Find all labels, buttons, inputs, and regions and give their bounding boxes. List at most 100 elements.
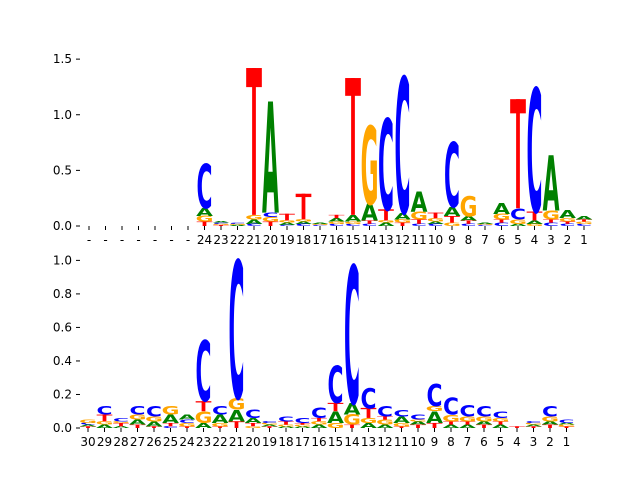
- x-tick-label: 6: [498, 233, 506, 247]
- logo-letter-a: A: [411, 186, 429, 218]
- x-tick-label: -: [120, 233, 124, 247]
- logo-letter-c: C: [196, 326, 212, 422]
- x-tick-label: 9: [431, 435, 439, 449]
- logo-letter-t: [460, 220, 477, 224]
- logo-letter-t: [344, 424, 360, 428]
- x-tick-label: 7: [481, 233, 489, 247]
- logo-letter-t: [525, 426, 542, 428]
- logo-letter-c: C: [246, 223, 262, 227]
- x-tick-label: -: [169, 233, 173, 247]
- logo-letter-c: C: [130, 405, 146, 418]
- logo-letter-c: C: [279, 225, 295, 227]
- logo-letter-g: G: [261, 423, 279, 426]
- logo-letter-c: C: [229, 224, 245, 443]
- logo-letter-g: G: [278, 220, 296, 224]
- x-tick-label: 26: [146, 435, 161, 449]
- logo-letter-g: G: [426, 405, 444, 413]
- logo-letter-g: G: [526, 223, 544, 227]
- logo-letter-a: A: [510, 223, 527, 227]
- logo-letter-a: A: [327, 408, 344, 427]
- x-tick-label: 20: [245, 435, 260, 449]
- logo-letter-g: G: [310, 420, 328, 426]
- logo-letter-c: C: [527, 56, 543, 252]
- logo-letter-a: A: [493, 201, 510, 218]
- x-tick-label: 2: [564, 233, 572, 247]
- logo-letter-a: A: [279, 222, 296, 226]
- logo-letter-g: G: [211, 422, 229, 428]
- logo-letter-a: A: [278, 426, 295, 429]
- logo-letter-c: C: [542, 404, 558, 420]
- logo-letter-a: A: [80, 424, 97, 427]
- y-tick-label: 1.5: [53, 52, 72, 66]
- logo-letter-a: A: [427, 221, 444, 225]
- logo-letter-t: [378, 209, 394, 221]
- logo-letter-t: [179, 426, 195, 428]
- logo-letter-g: G: [145, 415, 163, 423]
- logo-letter-a: A: [113, 426, 130, 429]
- logo-letter-g: G: [195, 408, 213, 427]
- logo-letter-g: G: [343, 413, 361, 429]
- x-tick-label: 27: [130, 435, 145, 449]
- logo-letter-c: C: [263, 211, 279, 218]
- logo-letter-a: A: [179, 413, 197, 421]
- y-tick-label: 1.0: [53, 253, 72, 267]
- logo-letter-t: [361, 220, 378, 224]
- logo-letter-t: [411, 219, 427, 224]
- logo-letter-a: A: [196, 207, 214, 219]
- logo-letter-g: G: [460, 191, 478, 223]
- y-tick-label: 0.8: [53, 287, 72, 301]
- logo-letter-g: G: [162, 405, 180, 418]
- logo-letter-a: A: [246, 218, 264, 225]
- logo-letter-c: C: [345, 223, 361, 227]
- x-tick-label: 9: [448, 233, 456, 247]
- logo-letter-a: A: [377, 424, 395, 430]
- logo-letter-a: A: [361, 200, 379, 227]
- bottom-logo-panel: 0.00.20.40.60.81.030ACG29AGC28AGC27AGC26…: [53, 224, 576, 449]
- x-tick-label: 29: [97, 435, 112, 449]
- logo-letter-a: A: [311, 424, 329, 430]
- logo-letter-c: C: [344, 229, 360, 448]
- logo-letter-t: [162, 422, 179, 427]
- logo-letter-g: G: [442, 412, 460, 423]
- logo-letter-g: G: [344, 221, 362, 225]
- logo-letter-a: A: [476, 420, 494, 426]
- x-tick-label: 23: [196, 435, 211, 449]
- logo-letter-a: A: [245, 417, 263, 425]
- y-tick-label: 0.0: [53, 421, 72, 435]
- logo-letter-g: G: [443, 222, 461, 228]
- logo-letter-g: G: [542, 209, 560, 223]
- logo-letter-g: G: [525, 423, 543, 426]
- logo-letter-t: [328, 214, 345, 219]
- x-tick-label: 13: [378, 233, 393, 247]
- logo-letter-a: A: [410, 420, 428, 426]
- logo-letter-a: A: [212, 413, 230, 426]
- logo-letter-c: C: [329, 223, 345, 227]
- y-tick-label: 0.5: [53, 163, 72, 177]
- logo-letter-g: G: [492, 417, 510, 423]
- logo-letter-a: A: [394, 211, 411, 221]
- logo-letter-c: C: [80, 423, 96, 426]
- logo-letter-g: G: [361, 107, 379, 230]
- x-tick-label: -: [186, 233, 190, 247]
- logo-letter-g: G: [376, 418, 394, 426]
- logo-letter-c: C: [559, 419, 575, 425]
- x-tick-label: 15: [328, 435, 343, 449]
- x-tick-label: 13: [361, 435, 376, 449]
- logo-letter-t: [146, 426, 162, 428]
- logo-letter-c: C: [146, 404, 162, 420]
- logo-letter-t: [228, 421, 245, 428]
- logo-letter-g: G: [410, 210, 428, 222]
- logo-letter-g: G: [112, 421, 130, 424]
- logo-letter-t: [327, 402, 344, 412]
- x-tick-label: 28: [113, 435, 128, 449]
- x-tick-label: -: [136, 233, 140, 247]
- logo-letter-t: [543, 219, 559, 223]
- logo-letter-a: A: [559, 209, 577, 221]
- x-tick-label: 8: [447, 435, 455, 449]
- logo-letter-t: [576, 219, 592, 222]
- x-tick-label: 10: [410, 435, 425, 449]
- logo-letter-c: C: [245, 408, 261, 421]
- logo-letter-a: A: [558, 423, 575, 426]
- logo-letter-c: C: [411, 223, 427, 227]
- logo-letter-t: [394, 222, 411, 226]
